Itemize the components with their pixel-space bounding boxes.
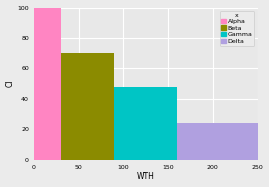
Bar xyxy=(34,7,61,160)
Bar xyxy=(61,53,114,160)
Legend: Alpha, Beta, Gamma, Delta: Alpha, Beta, Gamma, Delta xyxy=(220,11,254,46)
Bar xyxy=(177,123,258,160)
Y-axis label: CI: CI xyxy=(6,80,15,88)
X-axis label: WTH: WTH xyxy=(137,172,155,181)
Bar xyxy=(114,87,177,160)
